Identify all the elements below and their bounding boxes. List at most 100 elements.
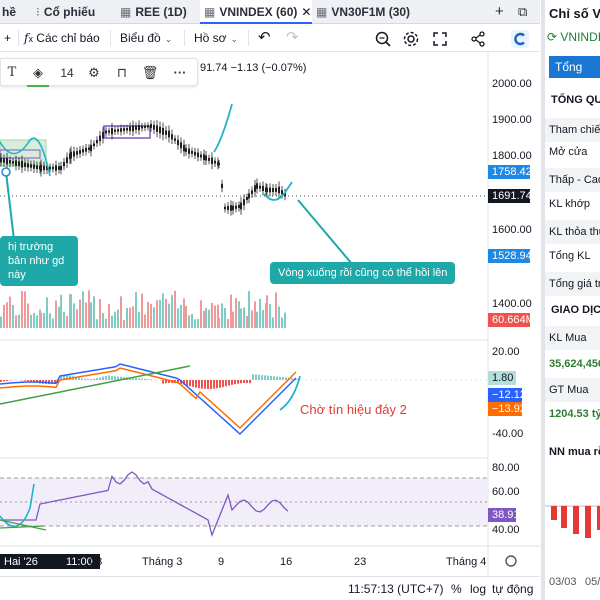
candle-body: [214, 160, 216, 164]
candle-body: [266, 188, 268, 192]
macd-hist-bar: [246, 380, 248, 384]
macd-hist-bar: [138, 378, 140, 380]
volume-bar: [224, 307, 226, 328]
volume-bar: [281, 317, 283, 328]
macd-line: [0, 363, 297, 436]
tab-label: hề: [2, 5, 17, 19]
macd-hist-bar: [90, 378, 92, 380]
macd-hist-bar: [207, 380, 209, 389]
settings-icon[interactable]: ⚙: [88, 65, 100, 80]
candle-body: [281, 190, 283, 195]
candle-body: [55, 165, 57, 171]
chart-type-label: Biểu đồ: [120, 31, 161, 45]
candle-body: [76, 151, 78, 155]
projection-curve[interactable]: [279, 375, 301, 411]
summary-button[interactable]: Tổng: [549, 56, 600, 78]
auto-toggle[interactable]: tự động: [492, 582, 534, 596]
fullscreen-icon[interactable]: [432, 24, 448, 52]
price-tick: 1600.00: [492, 224, 532, 236]
lock-icon[interactable]: ⊓: [116, 65, 128, 80]
volume-bar: [180, 304, 182, 328]
macd-hist-bar: [147, 379, 149, 380]
time-tick: 16: [280, 556, 293, 568]
tab-vn30f1m[interactable]: ▦ VN30F1M (30): [316, 0, 416, 24]
fill-color-icon[interactable]: ◈: [27, 59, 49, 87]
trash-icon[interactable]: 🗑: [141, 65, 159, 80]
time-tag: 11:00: [66, 556, 93, 568]
macd-hist-bar: [252, 374, 254, 380]
indicators-button[interactable]: fx Các chỉ báo: [24, 31, 100, 45]
projection-curve[interactable]: [263, 181, 293, 201]
volume-bar: [6, 302, 8, 328]
volume-bar: [171, 295, 173, 328]
crosshair-icon[interactable]: +: [4, 31, 12, 45]
candle-body: [15, 160, 17, 166]
close-tab-icon[interactable]: ✕: [301, 5, 312, 19]
tab-partial[interactable]: hề: [2, 0, 24, 24]
macd-hist-bar: [195, 380, 197, 388]
brand-logo-icon[interactable]: [510, 24, 530, 52]
macd-hist-bar: [282, 377, 284, 380]
row-label: Tổng KL: [549, 250, 591, 262]
volume-bar: [129, 307, 131, 328]
candle-body: [60, 165, 62, 171]
date-tick: 05/0: [585, 576, 600, 588]
macd-hist-bar: [150, 379, 152, 380]
macd-note[interactable]: Chờ tín hiệu đáy 2: [300, 402, 407, 417]
profile-dropdown[interactable]: Hồ sơ ⌄: [194, 24, 238, 52]
volume-bar: [24, 291, 26, 328]
price-tick: 1900.00: [492, 114, 532, 126]
volume-bar: [194, 319, 196, 328]
candle-body: [73, 151, 75, 157]
volume-bar: [159, 299, 161, 328]
font-size-selector[interactable]: 14: [60, 66, 74, 80]
undo-icon[interactable]: ↶: [258, 29, 271, 46]
trend-line[interactable]: [0, 365, 191, 405]
volume-bar: [66, 316, 68, 328]
volume-bar: [52, 318, 54, 328]
projection-curve[interactable]: [0, 137, 51, 177]
candle-body: [278, 186, 280, 194]
candle-body: [12, 161, 14, 164]
log-toggle[interactable]: log: [470, 582, 487, 596]
redo-icon[interactable]: ↷: [286, 29, 299, 46]
tab-vnindex[interactable]: ▦ VNINDEX (60) ✕: [200, 0, 312, 24]
volume-bar: [90, 302, 92, 328]
add-tab-icon[interactable]: +: [495, 3, 504, 20]
candle-body: [153, 125, 155, 130]
more-icon[interactable]: ···: [173, 65, 187, 80]
volume-bar: [15, 315, 17, 328]
candle-body: [272, 188, 274, 192]
candle-body: [240, 202, 242, 210]
macd-hist-bar: [258, 374, 260, 380]
volume-bar: [82, 291, 84, 328]
annotation-callout[interactable]: hị trường bản như gd này: [0, 236, 78, 286]
signal-line: [0, 367, 297, 430]
time-tick: Tháng 4: [446, 556, 487, 568]
restore-window-icon[interactable]: ⧉: [518, 4, 528, 19]
candle-body: [168, 130, 170, 138]
macd-hist-bar: [219, 380, 221, 388]
candle-body: [126, 127, 128, 131]
macd-tick: -40.00: [492, 428, 524, 440]
price-tick: 2000.00: [492, 78, 532, 90]
chart-canvas[interactable]: [0, 0, 541, 600]
annotation-callout[interactable]: Vòng xuống rồi cũng có thể hồi lên: [270, 262, 456, 284]
range-box[interactable]: [0, 149, 41, 159]
candle-body: [24, 162, 26, 167]
chart-type-dropdown[interactable]: Biểu đồ ⌄: [120, 24, 172, 52]
zoom-search-icon[interactable]: [374, 24, 392, 52]
share-icon[interactable]: [470, 24, 486, 52]
macd-hist-bar: [267, 375, 269, 380]
tab-stocks[interactable]: ⁝ Cổ phiếu: [36, 0, 108, 24]
candle-body: [111, 128, 113, 135]
tab-ree[interactable]: ▦ REE (1D): [120, 0, 196, 24]
projection-curve[interactable]: [213, 103, 233, 153]
percent-toggle[interactable]: %: [451, 582, 462, 596]
symbol-text: VNINDI: [560, 30, 600, 44]
volume-bar: [33, 313, 35, 328]
candle-body: [129, 126, 131, 131]
volume-bar: [141, 293, 143, 328]
settings-gear-icon[interactable]: [402, 24, 420, 52]
text-tool-icon[interactable]: T: [7, 65, 17, 80]
